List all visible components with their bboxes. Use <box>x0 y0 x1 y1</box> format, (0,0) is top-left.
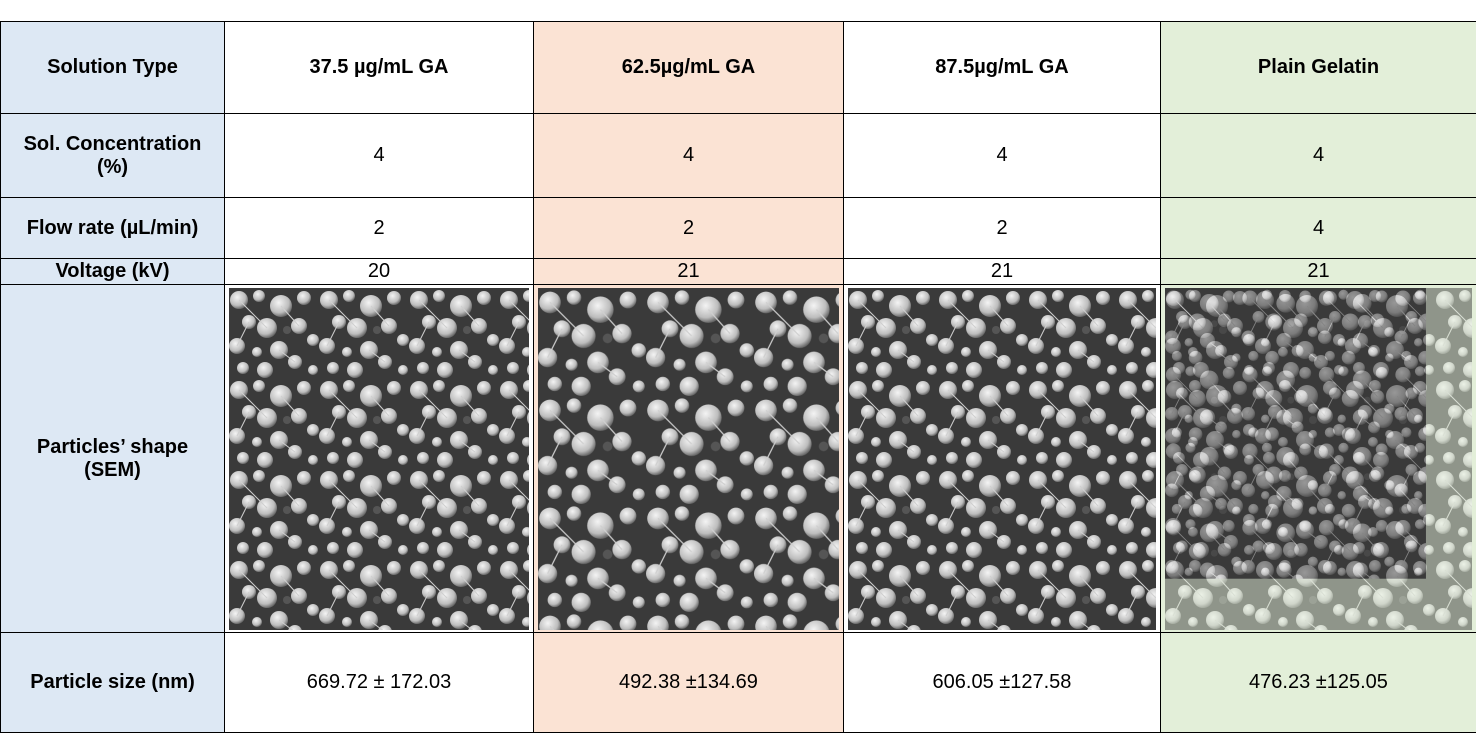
header-cell: 87.5µg/mL GA <box>844 22 1161 114</box>
image-cell <box>844 285 1161 633</box>
row-label: Flow rate (µL/min) <box>1 198 225 259</box>
header-cell: 62.5µg/mL GA <box>534 22 844 114</box>
cell: 4 <box>844 114 1161 198</box>
row: Flow rate (µL/min) 2 2 2 4 <box>1 198 1476 259</box>
cell: 2 <box>225 198 534 259</box>
cell: 21 <box>844 259 1161 285</box>
image-cell <box>225 285 534 633</box>
header-row: Solution Type 37.5 µg/mL GA 62.5µg/mL GA… <box>1 22 1476 114</box>
cell: 4 <box>1161 114 1476 198</box>
cell: 476.23 ±125.05 <box>1161 633 1476 733</box>
cell: 669.72 ± 172.03 <box>225 633 534 733</box>
row-label: Particle size (nm) <box>1 633 225 733</box>
cell: 4 <box>534 114 844 198</box>
table: Solution Type 37.5 µg/mL GA 62.5µg/mL GA… <box>0 21 1476 733</box>
cell: 4 <box>1161 198 1476 259</box>
cell: 2 <box>534 198 844 259</box>
cell: 2 <box>844 198 1161 259</box>
row-label: Voltage (kV) <box>1 259 225 285</box>
image-cell <box>534 285 844 633</box>
header-cell: Solution Type <box>1 22 225 114</box>
sem-image <box>848 288 1156 630</box>
cell: 606.05 ±127.58 <box>844 633 1161 733</box>
cell: 21 <box>534 259 844 285</box>
row: Sol. Concentration (%) 4 4 4 4 <box>1 114 1476 198</box>
cell: 492.38 ±134.69 <box>534 633 844 733</box>
table-wrap: Solution Type 37.5 µg/mL GA 62.5µg/mL GA… <box>0 21 1476 733</box>
page: {"table": { "header": ["Solution Type", … <box>0 0 1476 732</box>
sem-image <box>229 288 529 630</box>
cell: 21 <box>1161 259 1476 285</box>
cell: 20 <box>225 259 534 285</box>
image-cell <box>1161 285 1476 633</box>
cell: 4 <box>225 114 534 198</box>
header-cell: 37.5 µg/mL GA <box>225 22 534 114</box>
row-label: Particles’ shape (SEM) <box>1 285 225 633</box>
sem-image <box>538 288 839 630</box>
header-cell: Plain Gelatin <box>1161 22 1476 114</box>
row: Particles’ shape (SEM) <box>1 285 1476 633</box>
sem-image <box>1165 288 1472 630</box>
row: Particle size (nm) 669.72 ± 172.03 492.3… <box>1 633 1476 733</box>
row-label: Sol. Concentration (%) <box>1 114 225 198</box>
row: Voltage (kV) 20 21 21 21 <box>1 259 1476 285</box>
